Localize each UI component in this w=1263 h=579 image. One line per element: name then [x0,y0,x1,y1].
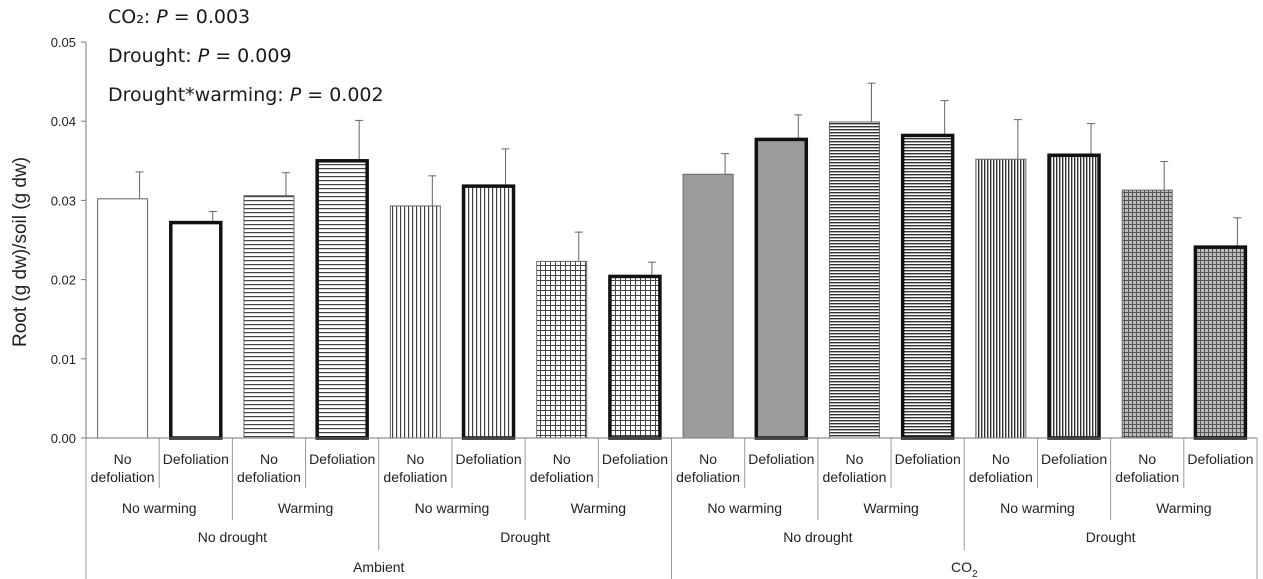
x-category-label: No defoliation [969,451,1033,485]
bar [1193,245,1248,440]
x-group-drought-label: Drought [1086,529,1136,545]
x-category-label: Defoliation [748,451,814,467]
x-category-label: No defoliation [530,451,594,485]
x-category-label: No defoliation [823,451,887,485]
annotation-drought-warming-p: P [289,84,302,106]
y-axis-title: Root (g dw)/soil (g dw) [10,157,31,347]
annotation-drought-p: P [197,45,210,67]
x-category-label: No defoliation [237,451,301,485]
bar [1121,189,1173,439]
x-category-label: No defoliation [1115,451,1179,485]
x-category-label: Defoliation [1187,451,1253,467]
x-category-label: Defoliation [602,451,668,467]
y-tick-label: 0.01 [51,352,76,367]
annotation-co2-p: P [156,6,168,28]
x-group-co2-label: CO2 [951,559,978,579]
x-group-drought-label: No drought [783,529,852,545]
bar [315,159,369,440]
x-category-label: No defoliation [676,451,740,485]
x-category-label: Defoliation [163,451,229,467]
x-group-warming-label: No warming [707,500,782,516]
annotation-drought-label: Drought: [108,45,198,67]
bar [536,260,588,439]
x-group-drought-label: Drought [500,529,550,545]
bar [754,137,809,440]
bar [461,184,516,440]
bar [828,121,880,439]
bar [608,274,662,440]
annotation-drought-value: = 0.009 [209,45,292,67]
annotation-drought: Drought: P = 0.009 [108,45,292,67]
bar [243,195,295,439]
bar [900,133,955,440]
x-group-warming-label: Warming [571,500,627,516]
x-category-label: No defoliation [91,451,155,485]
bar [682,173,734,439]
x-category-label: No defoliation [383,451,447,485]
bar [1047,153,1101,440]
x-category-label: Defoliation [455,451,521,467]
annotation-drought-warming-label: Drought*warming: [108,84,290,106]
bar [975,158,1027,439]
annotation-co2-value: = 0.003 [167,6,251,28]
x-group-co2-label: Ambient [353,559,404,575]
y-tick-label: 0.04 [51,114,76,129]
y-tick-label: 0.00 [51,431,76,446]
x-group-warming-label: No warming [1000,500,1075,516]
x-category-label: Defoliation [1041,451,1107,467]
annotation-drought-warming: Drought*warming: P = 0.002 [108,84,384,106]
annotation-drought-warming-value: = 0.002 [301,84,384,106]
y-tick-label: 0.03 [51,193,76,208]
annotation-co2-label: CO₂: [108,6,157,28]
x-group-warming-label: Warming [863,500,919,516]
x-group-drought-label: No drought [198,529,267,545]
y-tick-label: 0.05 [51,35,76,50]
x-category-label: Defoliation [309,451,375,467]
x-group-warming-label: No warming [122,500,197,516]
x-group-warming-label: Warming [278,500,334,516]
x-group-warming-label: No warming [415,500,490,516]
y-tick-label: 0.02 [51,273,76,288]
x-category-label: Defoliation [895,451,961,467]
x-group-warming-label: Warming [1156,500,1212,516]
bar [389,205,441,439]
bar [169,220,223,440]
annotation-co2: CO₂: P = 0.003 [108,6,250,28]
bar [97,198,149,439]
